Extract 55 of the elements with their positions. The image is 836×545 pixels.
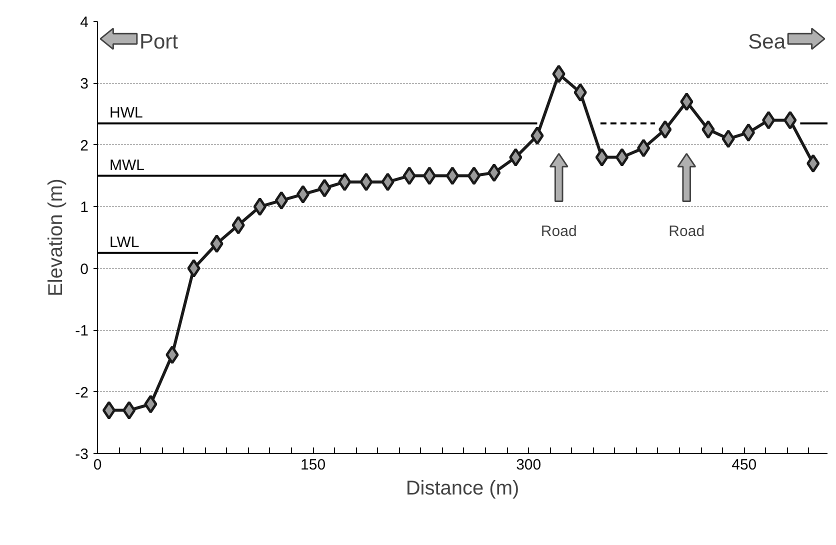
y-tick-label: 1	[80, 199, 88, 216]
annotation: Port	[140, 30, 178, 54]
point	[552, 64, 566, 84]
point	[615, 148, 629, 167]
y-tick-label: -1	[75, 322, 89, 340]
point	[296, 185, 310, 204]
point	[467, 166, 481, 186]
annotation: Sea	[748, 30, 786, 54]
point	[402, 166, 416, 186]
point	[530, 126, 544, 145]
legend-label: MWL	[110, 156, 144, 174]
point	[806, 154, 820, 173]
point	[102, 401, 116, 420]
point	[509, 148, 522, 167]
point	[381, 172, 394, 192]
series-label: LWL	[110, 234, 140, 251]
y-tick-label: 3	[80, 76, 88, 93]
annotation: Road	[668, 222, 705, 240]
point	[187, 259, 200, 278]
x-tick-label: 300	[516, 456, 542, 474]
point	[446, 166, 460, 186]
point	[595, 148, 608, 167]
y-tick-label: -3	[75, 446, 89, 463]
point	[488, 163, 501, 182]
annotation: Road	[540, 222, 577, 240]
y-axis-title: Elevation (m)	[45, 178, 68, 296]
point	[318, 178, 332, 198]
point	[360, 172, 373, 192]
point	[722, 130, 735, 148]
point	[166, 346, 179, 364]
point	[702, 120, 715, 139]
point	[422, 166, 436, 186]
x-tick-label: 450	[732, 456, 757, 474]
point	[636, 138, 650, 158]
point	[784, 110, 797, 130]
point	[122, 401, 136, 420]
point	[742, 123, 756, 142]
point	[210, 234, 224, 253]
point	[274, 191, 288, 210]
y-tick-label: 0	[80, 260, 88, 278]
x-axis-title: Distance (m)	[406, 478, 520, 500]
point	[144, 394, 158, 414]
point	[232, 216, 245, 234]
point	[253, 197, 266, 216]
point	[574, 83, 587, 102]
y-tick-label: 4	[80, 14, 88, 31]
point	[338, 172, 352, 192]
point	[680, 92, 694, 111]
y-tick-label: -2	[75, 384, 89, 402]
series-label: HWL	[110, 104, 143, 122]
x-tick-label: 150	[300, 456, 326, 474]
point	[762, 110, 776, 130]
y-tick-label: 2	[80, 137, 88, 154]
point	[658, 120, 672, 139]
x-tick-label: 0	[93, 456, 102, 474]
